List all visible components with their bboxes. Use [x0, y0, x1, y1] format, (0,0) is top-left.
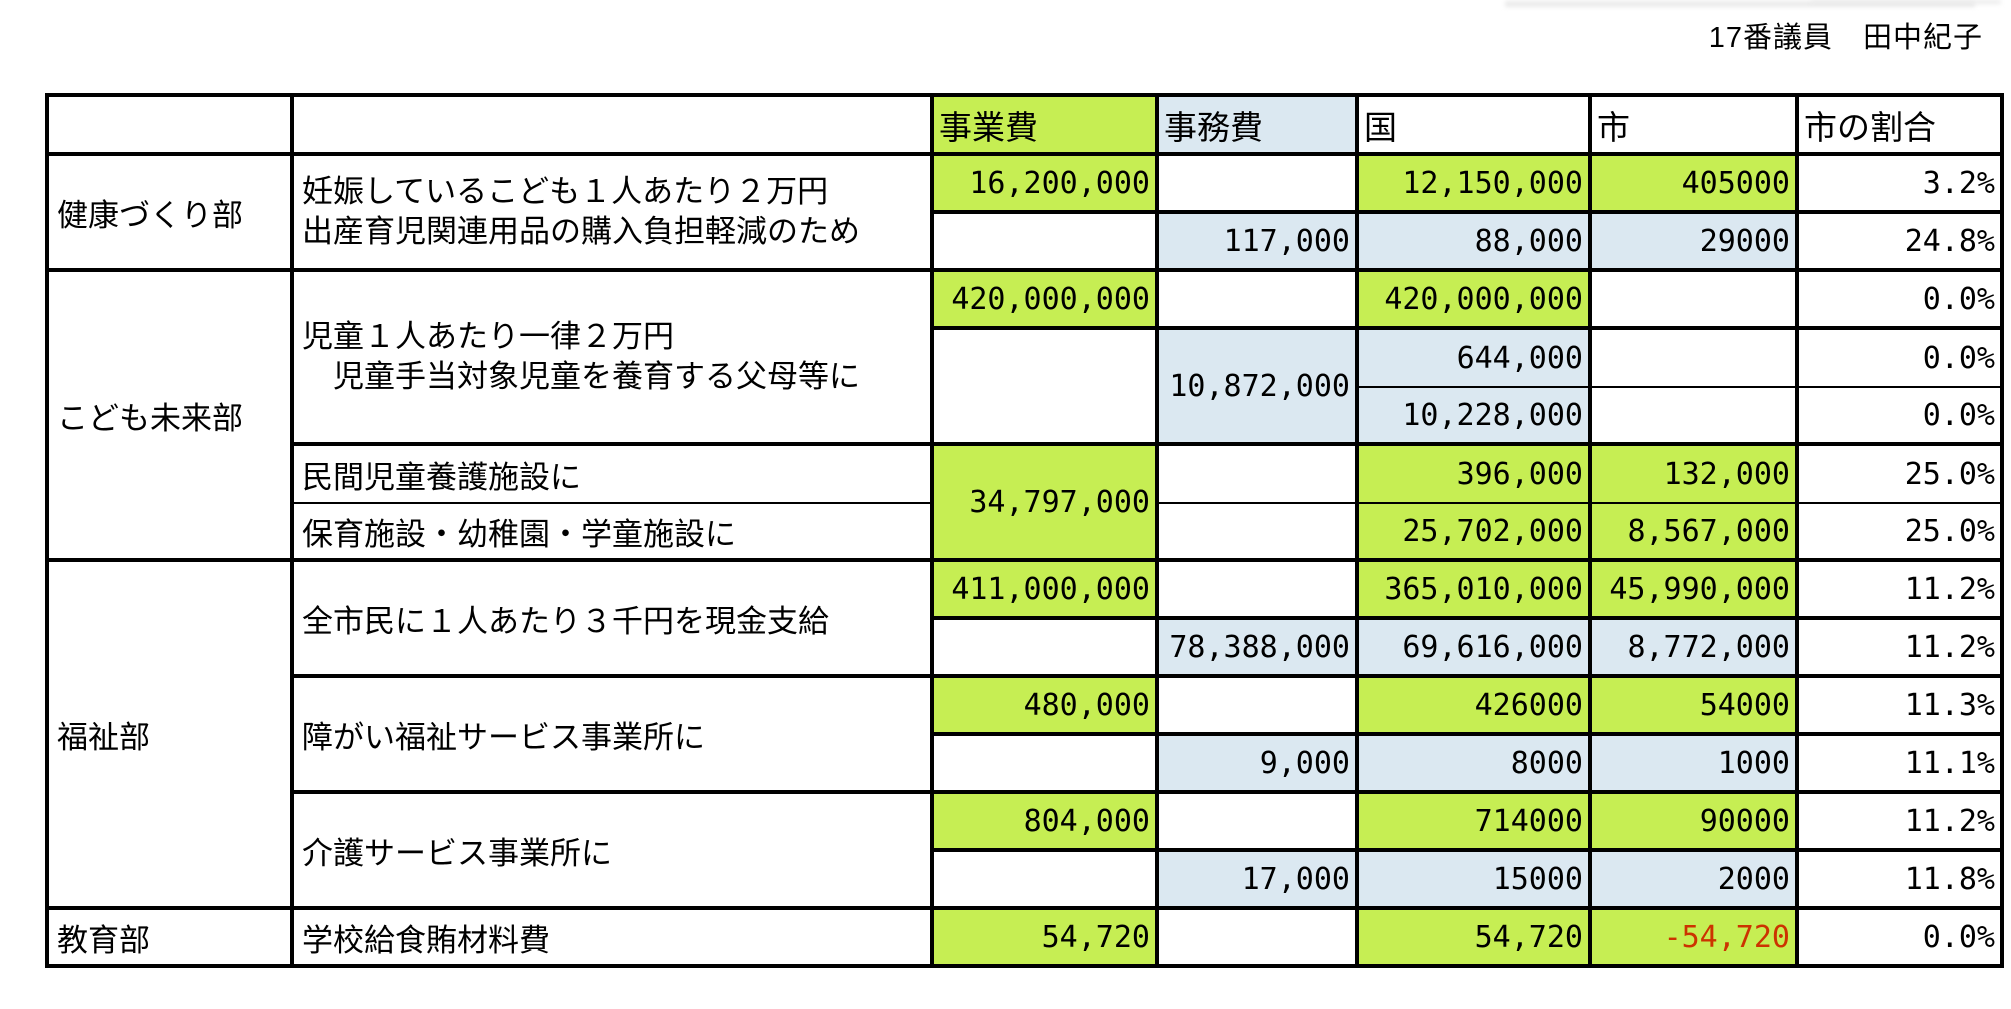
cell-jigyohi-r3c: 480,000 — [934, 678, 1159, 736]
header-city-ratio: 市の割合 — [1799, 97, 2004, 156]
cell-kuni-r1b: 88,000 — [1359, 214, 1592, 272]
cell-kuni-r2d: 396,000 — [1359, 446, 1592, 504]
desc-school-lunch: 学校給食賄材料費 — [294, 910, 934, 968]
cell-jigyohi-r1b-empty — [934, 214, 1159, 272]
cell-jimuhi-r3f: 17,000 — [1159, 852, 1359, 910]
cell-jimuhi-r3d: 9,000 — [1159, 736, 1359, 794]
cell-kuni-r3f: 15000 — [1359, 852, 1592, 910]
cell-jigyohi-r2a: 420,000,000 — [934, 272, 1159, 330]
desc-pregnancy: 妊娠しているこども１人あたり２万円 出産育児関連用品の購入負担軽減のため — [294, 156, 934, 272]
desc-child-allowance: 児童１人あたり一律２万円 児童手当対象児童を養育する父母等に — [294, 272, 934, 446]
desc-disability-service: 障がい福祉サービス事業所に — [294, 678, 934, 794]
cell-shi-r3d: 1000 — [1592, 736, 1799, 794]
cell-shi-r2e: 8,567,000 — [1592, 504, 1799, 562]
cell-shi-r2c-empty — [1592, 388, 1799, 446]
cell-jimuhi-r3b: 78,388,000 — [1159, 620, 1359, 678]
cell-jimuhi-r1b: 117,000 — [1159, 214, 1359, 272]
cell-wariai-r3a: 11.2% — [1799, 562, 2004, 620]
cell-jigyohi-r3f-empty — [934, 852, 1159, 910]
cell-kuni-r3e: 714000 — [1359, 794, 1592, 852]
cell-jimuhi-r1a-empty — [1159, 156, 1359, 214]
cropped-scan-artifact — [1505, 1, 1975, 7]
desc-child-allowance-line1: 児童１人あたり一律２万円 — [302, 319, 674, 355]
desc-nursery-kindergarten: 保育施設・幼稚園・学童施設に — [294, 504, 934, 562]
cell-jigyohi-r3a: 411,000,000 — [934, 562, 1159, 620]
cell-jigyohi-r3d-empty — [934, 736, 1159, 794]
cell-wariai-r2c: 0.0% — [1799, 388, 2004, 446]
cell-wariai-r2b: 0.0% — [1799, 330, 2004, 388]
cell-shi-r3a: 45,990,000 — [1592, 562, 1799, 620]
header-desc-blank — [294, 97, 934, 156]
cell-shi-r2b-empty — [1592, 330, 1799, 388]
cell-jigyohi-r2de: 34,797,000 — [934, 446, 1159, 562]
cell-jigyohi-r2bc-empty — [934, 330, 1159, 446]
council-member-attribution: 17番議員 田中紀子 — [1708, 22, 1983, 54]
cell-jimuhi-r2bc: 10,872,000 — [1159, 330, 1359, 446]
cell-wariai-r1b: 24.8% — [1799, 214, 2004, 272]
cell-kuni-r3a: 365,010,000 — [1359, 562, 1592, 620]
desc-private-childcare: 民間児童養護施設に — [294, 446, 934, 504]
cell-jimuhi-r2a-empty — [1159, 272, 1359, 330]
cell-jimuhi-r2e-empty — [1159, 504, 1359, 562]
cell-shi-r2a-empty — [1592, 272, 1799, 330]
cell-shi-r2d: 132,000 — [1592, 446, 1799, 504]
cell-kuni-r2c: 10,228,000 — [1359, 388, 1592, 446]
dept-children-future: こども未来部 — [49, 272, 294, 562]
cell-wariai-r2a: 0.0% — [1799, 272, 2004, 330]
cell-wariai-r3b: 11.2% — [1799, 620, 2004, 678]
desc-all-citizens-cash: 全市民に１人あたり３千円を現金支給 — [294, 562, 934, 678]
cell-kuni-r3c: 426000 — [1359, 678, 1592, 736]
cell-wariai-r4: 0.0% — [1799, 910, 2004, 968]
header-admin-cost: 事務費 — [1159, 97, 1359, 156]
cell-kuni-r2b: 644,000 — [1359, 330, 1592, 388]
cell-jimuhi-r3c-empty — [1159, 678, 1359, 736]
dept-health: 健康づくり部 — [49, 156, 294, 272]
cell-wariai-r2e: 25.0% — [1799, 504, 2004, 562]
cell-jimuhi-r3a-empty — [1159, 562, 1359, 620]
cropped-scan-artifact-2 — [1811, 0, 2001, 4]
desc-pregnancy-line1: 妊娠しているこども１人あたり２万円 — [302, 174, 829, 210]
dept-education: 教育部 — [49, 910, 294, 968]
cell-wariai-r2d: 25.0% — [1799, 446, 2004, 504]
cell-wariai-r3d: 11.1% — [1799, 736, 2004, 794]
header-project-cost: 事業費 — [934, 97, 1159, 156]
cell-shi-r1a: 405000 — [1592, 156, 1799, 214]
cell-jimuhi-r4-empty — [1159, 910, 1359, 968]
cell-kuni-r3d: 8000 — [1359, 736, 1592, 794]
cell-wariai-r3f: 11.8% — [1799, 852, 2004, 910]
budget-table: 事業費 事務費 国 市 市の割合 健康づくり部 こども未来部 福祉部 教育部 妊… — [45, 93, 2004, 968]
cell-wariai-r3c: 11.3% — [1799, 678, 2004, 736]
cell-jigyohi-r3b-empty — [934, 620, 1159, 678]
cell-jimuhi-r3e-empty — [1159, 794, 1359, 852]
cell-kuni-r3b: 69,616,000 — [1359, 620, 1592, 678]
desc-nursing-service: 介護サービス事業所に — [294, 794, 934, 910]
header-dept-blank — [49, 97, 294, 156]
cell-jigyohi-r4: 54,720 — [934, 910, 1159, 968]
cell-jigyohi-r3e: 804,000 — [934, 794, 1159, 852]
cell-kuni-r2e: 25,702,000 — [1359, 504, 1592, 562]
cell-shi-r3b: 8,772,000 — [1592, 620, 1799, 678]
desc-pregnancy-line2: 出産育児関連用品の購入負担軽減のため — [302, 214, 860, 249]
cell-shi-r3c: 54000 — [1592, 678, 1799, 736]
cell-kuni-r1a: 12,150,000 — [1359, 156, 1592, 214]
header-city: 市 — [1592, 97, 1799, 156]
cell-shi-r4-negative: -54,720 — [1592, 910, 1799, 968]
cell-shi-r3f: 2000 — [1592, 852, 1799, 910]
header-national: 国 — [1359, 97, 1592, 156]
cell-jigyohi-r1a: 16,200,000 — [934, 156, 1159, 214]
cell-kuni-r4: 54,720 — [1359, 910, 1592, 968]
cell-wariai-r3e: 11.2% — [1799, 794, 2004, 852]
cell-jimuhi-r2d-empty — [1159, 446, 1359, 504]
cell-kuni-r2a: 420,000,000 — [1359, 272, 1592, 330]
dept-welfare: 福祉部 — [49, 562, 294, 910]
cell-wariai-r1a: 3.2% — [1799, 156, 2004, 214]
cell-shi-r3e: 90000 — [1592, 794, 1799, 852]
desc-child-allowance-line2: 児童手当対象児童を養育する父母等に — [302, 359, 860, 394]
cell-shi-r1b: 29000 — [1592, 214, 1799, 272]
